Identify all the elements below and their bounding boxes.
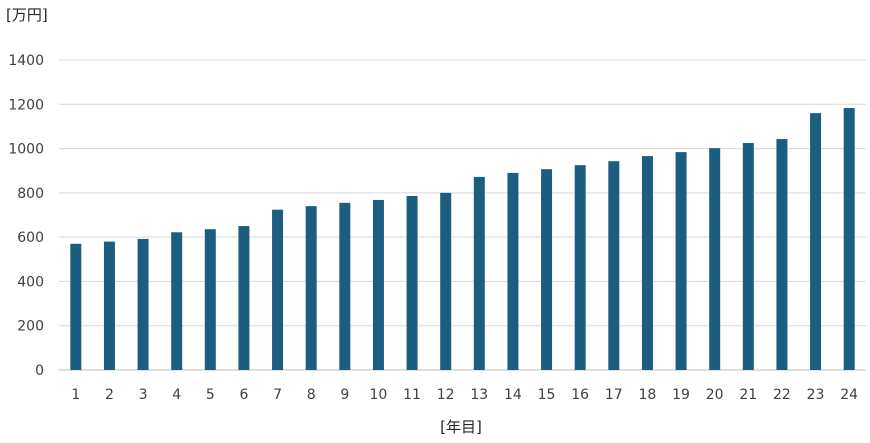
x-tick-label: 24	[840, 387, 858, 403]
x-tick-label: 7	[273, 387, 282, 403]
bar-year-3	[137, 238, 149, 370]
y-axis-title: [万円]	[6, 6, 48, 24]
bar-year-21	[742, 143, 754, 370]
y-tick-label: 800	[17, 186, 44, 202]
x-tick-label: 8	[307, 387, 316, 403]
x-tick-label: 16	[571, 387, 589, 403]
x-tick-label: 6	[239, 387, 248, 403]
gridlines	[59, 59, 866, 371]
y-tick-label: 0	[35, 363, 44, 379]
bar-year-13	[473, 176, 485, 370]
y-tick-labels: 0 200 400 600 800 1000 1200 1400	[8, 53, 44, 379]
bar-year-17	[608, 161, 620, 370]
bar-year-5	[204, 229, 216, 370]
y-tick-label: 1000	[8, 142, 44, 158]
x-tick-label: 14	[504, 387, 522, 403]
bars	[70, 108, 855, 371]
bar-year-22	[776, 139, 788, 370]
y-tick-label: 200	[17, 319, 44, 335]
x-tick-label: 15	[538, 387, 556, 403]
bar-year-9	[339, 202, 351, 370]
bar-year-7	[272, 209, 284, 370]
x-tick-label: 3	[139, 387, 148, 403]
y-tick-label: 400	[17, 274, 44, 290]
x-tick-label: 22	[773, 387, 791, 403]
y-tick-label: 1400	[8, 53, 44, 69]
bar-year-6	[238, 226, 250, 370]
bar-year-2	[103, 241, 115, 370]
bar-year-12	[440, 192, 452, 370]
bar-year-14	[507, 172, 519, 370]
bar-year-24	[843, 108, 855, 371]
x-tick-label: 17	[605, 387, 623, 403]
bar-year-11	[406, 195, 418, 370]
bar-year-15	[541, 169, 553, 370]
x-tick-label: 19	[672, 387, 690, 403]
bar-year-20	[709, 148, 721, 370]
x-axis-title: [年目]	[440, 418, 482, 436]
x-tick-label: 1	[71, 387, 80, 403]
bar-year-1	[70, 243, 82, 370]
bar-year-16	[574, 165, 586, 370]
bar-year-19	[675, 152, 687, 370]
x-tick-label: 5	[206, 387, 215, 403]
x-tick-label: 23	[807, 387, 825, 403]
x-tick-label: 18	[639, 387, 657, 403]
bar-year-10	[372, 199, 384, 370]
x-tick-label: 10	[370, 387, 388, 403]
x-tick-label: 21	[739, 387, 757, 403]
x-tick-label: 11	[403, 387, 421, 403]
x-tick-label: 2	[105, 387, 114, 403]
x-tick-label: 13	[470, 387, 488, 403]
x-tick-label: 9	[340, 387, 349, 403]
bar-year-8	[305, 206, 317, 370]
x-tick-labels: 1 2 3 4 5 6 7 8 9 10 11 12 13 14 15 16 17 18 19 20 21 22 23 24	[71, 387, 858, 403]
bar-year-23	[810, 113, 822, 371]
bar-year-18	[641, 156, 653, 370]
y-tick-label: 600	[17, 230, 44, 246]
bar-year-4	[171, 232, 183, 370]
y-tick-label: 1200	[8, 97, 44, 113]
x-tick-label: 20	[706, 387, 724, 403]
x-tick-label: 4	[172, 387, 181, 403]
x-tick-label: 12	[437, 387, 455, 403]
